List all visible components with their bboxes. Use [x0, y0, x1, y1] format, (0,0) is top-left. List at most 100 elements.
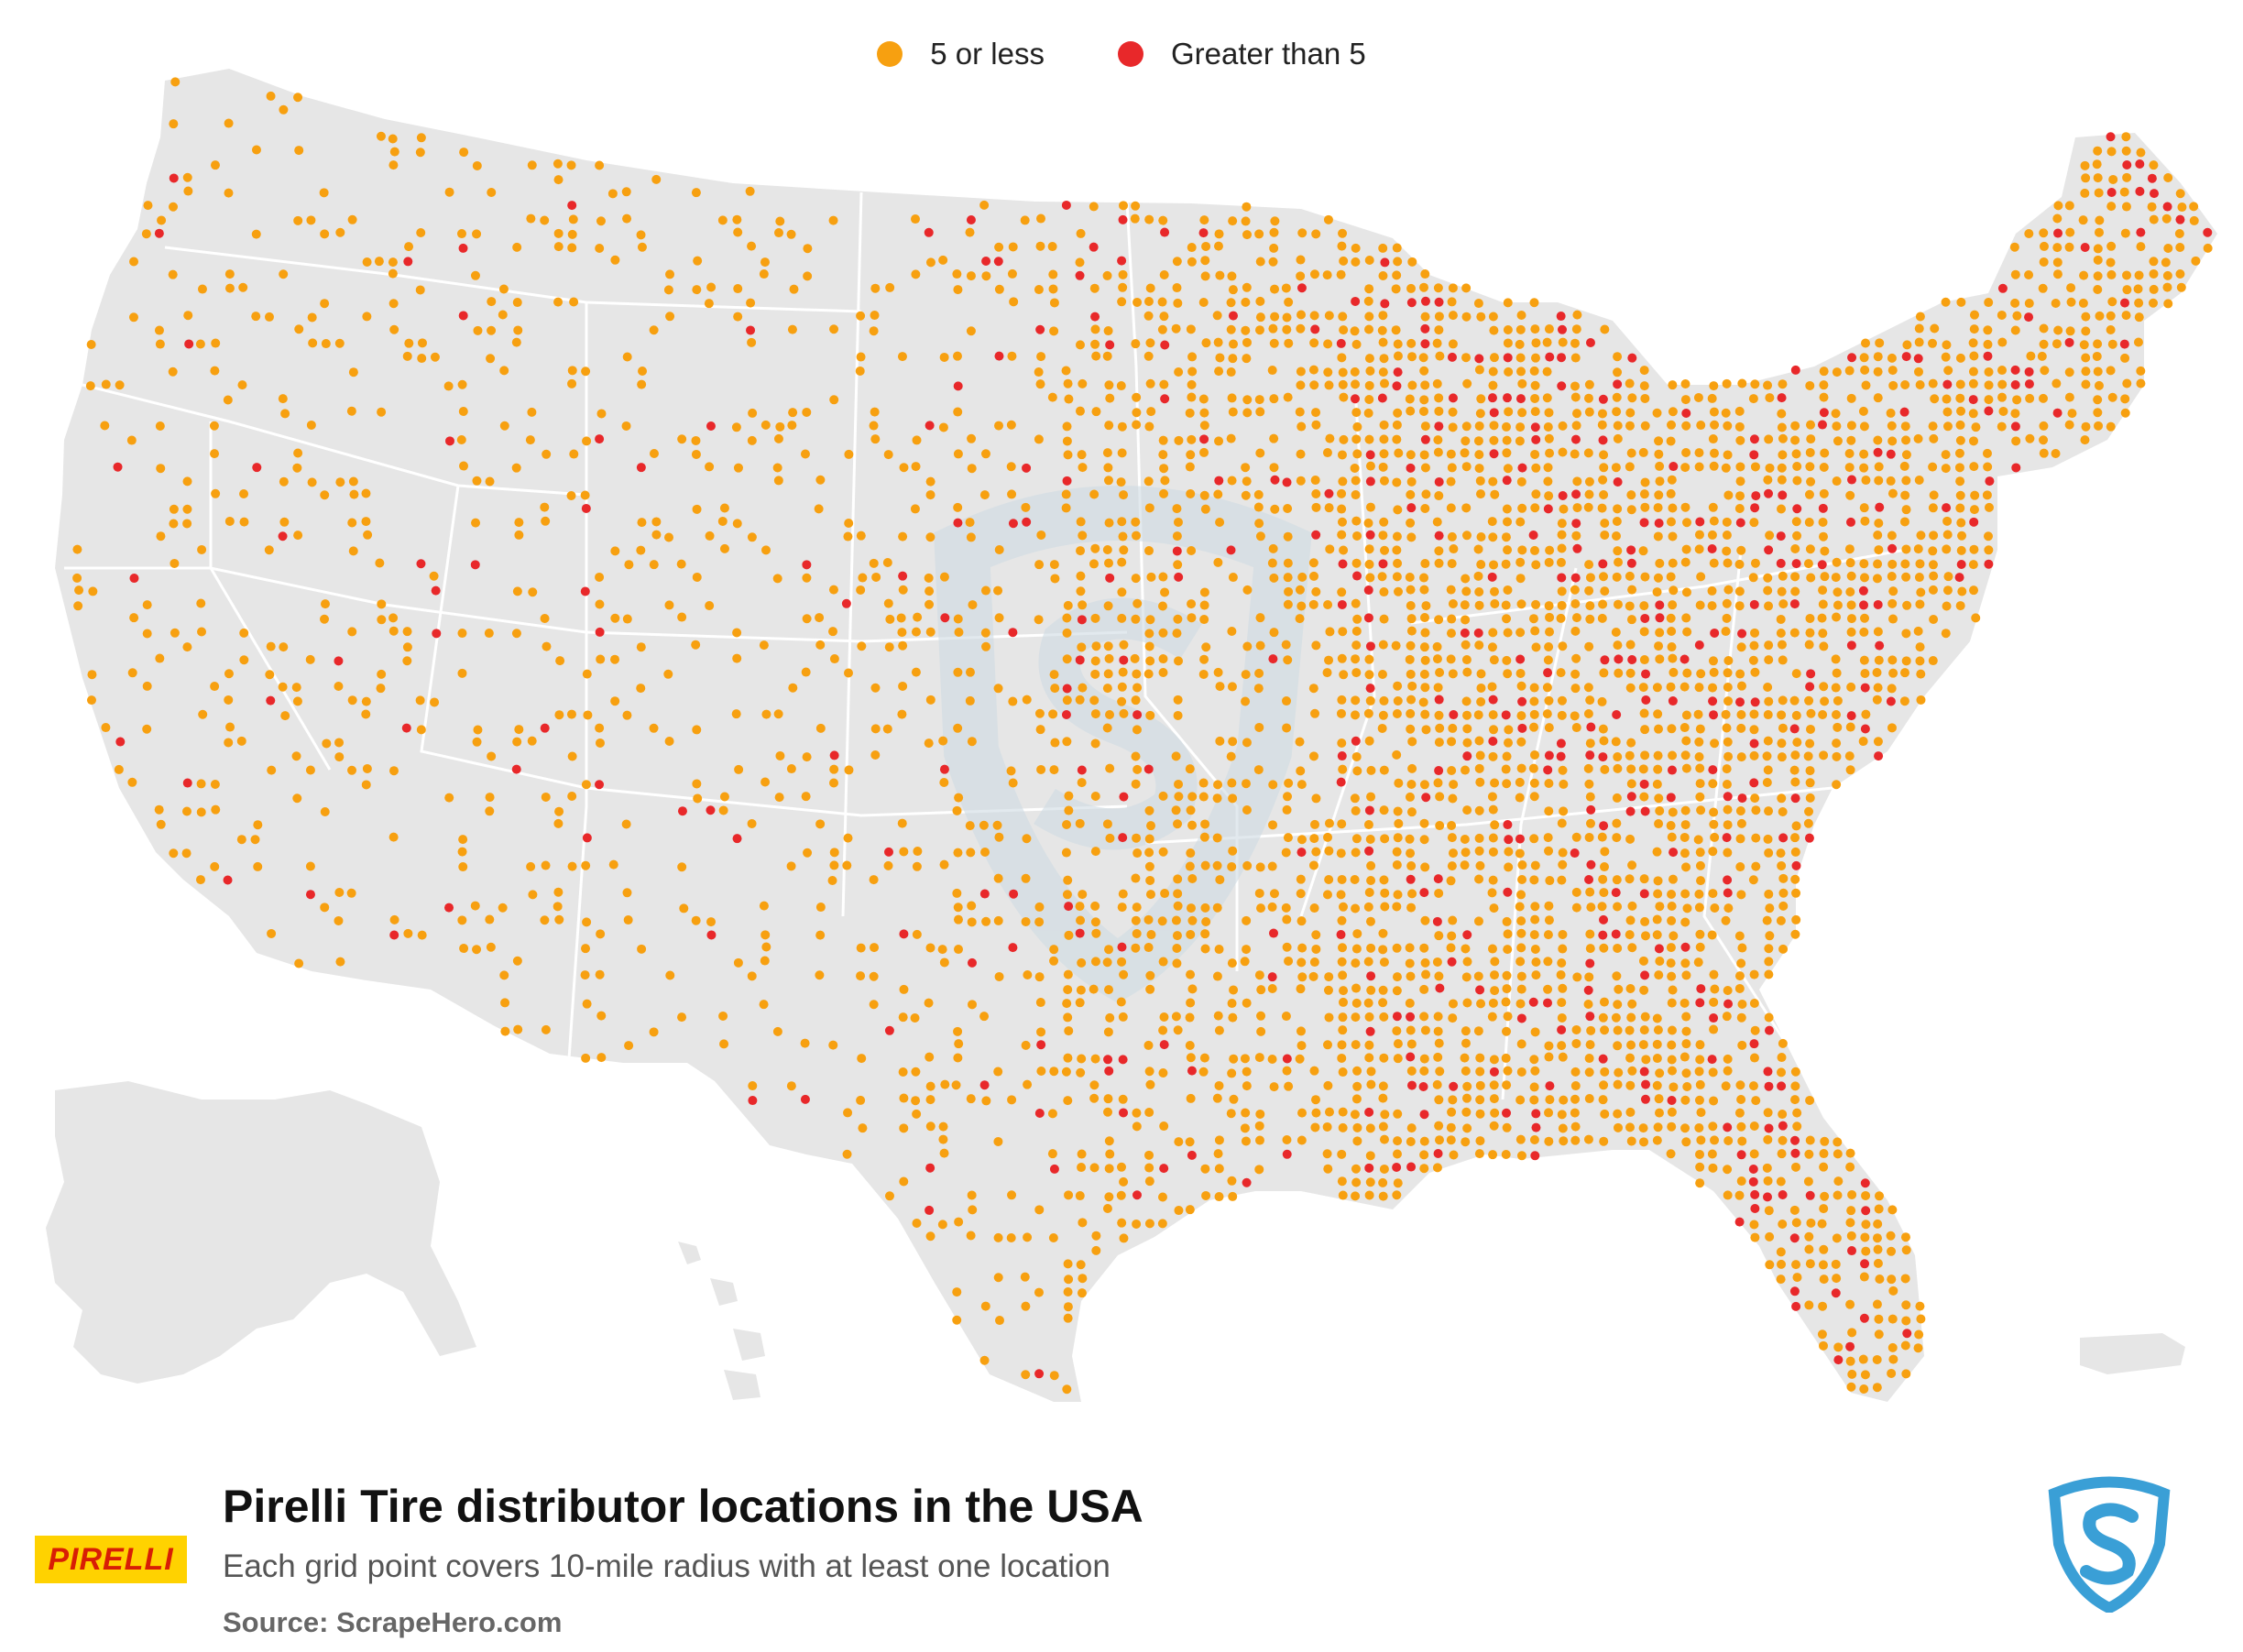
grid-dot-low: [1598, 572, 1608, 582]
grid-dot-low: [1366, 1079, 1376, 1089]
grid-dot-low: [1337, 1176, 1347, 1187]
grid-dot-low: [2039, 421, 2049, 431]
grid-dot-low: [1446, 943, 1456, 953]
grid-dot-high: [1707, 543, 1717, 553]
grid-dot-high: [1984, 406, 1994, 416]
grid-dot-high: [334, 656, 344, 666]
grid-dot-low: [1983, 531, 1993, 542]
grid-dot-high: [1969, 517, 1979, 527]
grid-dot-low: [1943, 366, 1953, 376]
grid-dot-low: [1090, 791, 1100, 801]
grid-dot-low: [1228, 1012, 1238, 1023]
grid-dot-low: [348, 476, 358, 487]
grid-dot-high: [1749, 434, 1759, 444]
grid-dot-low: [1379, 434, 1389, 444]
grid-dot-low: [1819, 380, 1829, 390]
grid-dot-low: [1476, 560, 1486, 570]
grid-dot-low: [677, 1012, 687, 1023]
grid-dot-low: [1378, 337, 1388, 347]
grid-dot-low: [169, 504, 179, 514]
grid-dot-low: [1117, 613, 1127, 623]
grid-dot-low: [1172, 257, 1182, 267]
grid-dot-low: [444, 187, 454, 197]
grid-dot-low: [1160, 476, 1170, 486]
grid-dot-low: [1447, 559, 1457, 569]
grid-dot-low: [1254, 1165, 1264, 1175]
grid-dot-low: [1160, 889, 1170, 899]
grid-dot-low: [596, 1011, 607, 1021]
grid-dot-low: [1365, 1177, 1375, 1187]
grid-dot-low: [1474, 833, 1484, 843]
grid-dot-low: [1363, 708, 1373, 718]
grid-dot-high: [1639, 1067, 1649, 1077]
grid-dot-low: [1227, 476, 1237, 486]
grid-dot-low: [1833, 1137, 1843, 1147]
grid-dot-low: [1557, 519, 1567, 529]
grid-dot-low: [1173, 560, 1183, 570]
grid-dot-low: [1476, 683, 1486, 693]
grid-dot-low: [1845, 1148, 1855, 1158]
grid-dot-low: [856, 531, 866, 541]
grid-dot-low: [1049, 298, 1059, 308]
grid-dot-low: [1803, 751, 1813, 761]
grid-dot-low: [182, 172, 192, 182]
grid-dot-low: [636, 545, 646, 555]
grid-dot-low: [1199, 421, 1209, 431]
grid-dot-low: [1172, 283, 1182, 293]
legend-red-dot: [1117, 41, 1143, 67]
grid-dot-low: [1530, 944, 1540, 954]
grid-dot-high: [1613, 477, 1623, 487]
grid-dot-low: [1131, 943, 1141, 953]
grid-dot-low: [1282, 1066, 1292, 1076]
grid-dot-low: [1446, 629, 1456, 639]
grid-dot-low: [1820, 1136, 1830, 1146]
grid-dot-low: [375, 558, 385, 568]
grid-dot-low: [1819, 1275, 1829, 1285]
grid-dot-low: [1117, 421, 1127, 432]
grid-dot-low: [1819, 1244, 1829, 1254]
grid-dot-low: [456, 435, 466, 445]
grid-dot-low: [1818, 1260, 1828, 1270]
grid-dot-low: [1461, 696, 1472, 706]
grid-dot-low: [1969, 544, 1979, 554]
grid-dot-low: [1242, 738, 1252, 748]
grid-dot-low: [1833, 587, 1843, 597]
grid-dot-high: [1847, 353, 1857, 363]
grid-dot-low: [1502, 421, 1512, 432]
grid-dot-low: [1530, 407, 1540, 417]
grid-dot-low: [1118, 1012, 1128, 1022]
grid-dot-low: [1119, 708, 1129, 718]
grid-dot-low: [1874, 1314, 1884, 1324]
grid-dot-low: [1763, 585, 1773, 596]
grid-dot-low: [1419, 1150, 1429, 1160]
grid-dot-low: [2064, 367, 2074, 377]
grid-dot-low: [1557, 695, 1567, 706]
grid-dot-low: [1474, 874, 1484, 884]
grid-dot-low: [2012, 395, 2022, 405]
grid-dot-high: [1489, 449, 1499, 459]
grid-dot-low: [1613, 546, 1623, 556]
grid-dot-low: [1544, 806, 1554, 816]
grid-dot-low: [1419, 395, 1429, 405]
grid-dot-low: [1474, 365, 1484, 375]
grid-dot-low: [1006, 766, 1016, 776]
grid-dot-low: [1324, 846, 1334, 856]
grid-dot-low: [1364, 394, 1374, 404]
grid-dot-low: [236, 835, 246, 845]
grid-dot-low: [1531, 970, 1541, 980]
grid-dot-low: [1819, 367, 1829, 377]
grid-dot-low: [1132, 598, 1143, 608]
grid-dot-high: [1174, 572, 1184, 582]
grid-dot-low: [402, 642, 412, 652]
grid-dot-low: [1872, 695, 1882, 705]
grid-dot-low: [1379, 476, 1389, 486]
grid-dot-low: [2080, 435, 2090, 445]
grid-dot-low: [1707, 601, 1717, 611]
grid-dot-low: [1544, 557, 1554, 567]
grid-dot-low: [1723, 903, 1734, 914]
grid-dot-low: [1791, 1162, 1801, 1172]
grid-dot-low: [1241, 670, 1251, 680]
grid-dot-low: [1089, 489, 1100, 499]
scrapehero-logo-icon: [2048, 1476, 2171, 1613]
grid-dot-low: [169, 119, 179, 129]
